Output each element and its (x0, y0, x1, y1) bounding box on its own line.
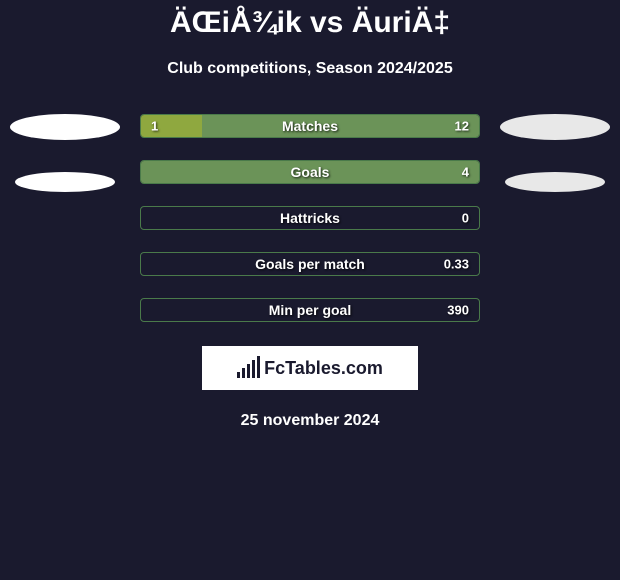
bar-hattricks-label: Hattricks (280, 210, 340, 226)
bar-matches-label: Matches (282, 118, 338, 134)
bar-mpg-right-value: 390 (447, 303, 469, 318)
bar-matches-left-value: 1 (151, 119, 158, 134)
comparison-row: 1 Matches 12 Goals 4 Hattricks 0 Goals p… (0, 114, 620, 322)
bar-goals-per-match: Goals per match 0.33 (140, 252, 480, 276)
right-player-oval-2 (505, 172, 605, 192)
bar-gpm-right-value: 0.33 (444, 257, 469, 272)
fctables-logo: FcTables.com (202, 346, 418, 390)
page-subtitle: Club competitions, Season 2024/2025 (0, 60, 620, 78)
bar-goals-right-value: 4 (462, 165, 469, 180)
bar-matches-right-value: 12 (455, 119, 469, 134)
bar-matches-right-fill (202, 115, 479, 137)
bar-mpg-label: Min per goal (269, 302, 351, 318)
bar-goals-label: Goals (291, 164, 330, 180)
fctables-logo-text: FcTables.com (264, 358, 383, 379)
right-player-oval-1 (500, 114, 610, 140)
right-player-col (500, 114, 610, 192)
bar-min-per-goal: Min per goal 390 (140, 298, 480, 322)
bar-chart-icon (237, 356, 260, 380)
bar-hattricks-right-value: 0 (462, 211, 469, 226)
stat-bars: 1 Matches 12 Goals 4 Hattricks 0 Goals p… (140, 114, 480, 322)
left-player-oval-1 (10, 114, 120, 140)
footer-date: 25 november 2024 (0, 412, 620, 430)
page-title: ÄŒiÅ¾ik vs ÄuriÄ‡ (0, 6, 620, 40)
bar-hattricks: Hattricks 0 (140, 206, 480, 230)
bar-gpm-label: Goals per match (255, 256, 365, 272)
left-player-col (10, 114, 120, 192)
left-player-oval-2 (15, 172, 115, 192)
bar-matches: 1 Matches 12 (140, 114, 480, 138)
bar-goals: Goals 4 (140, 160, 480, 184)
